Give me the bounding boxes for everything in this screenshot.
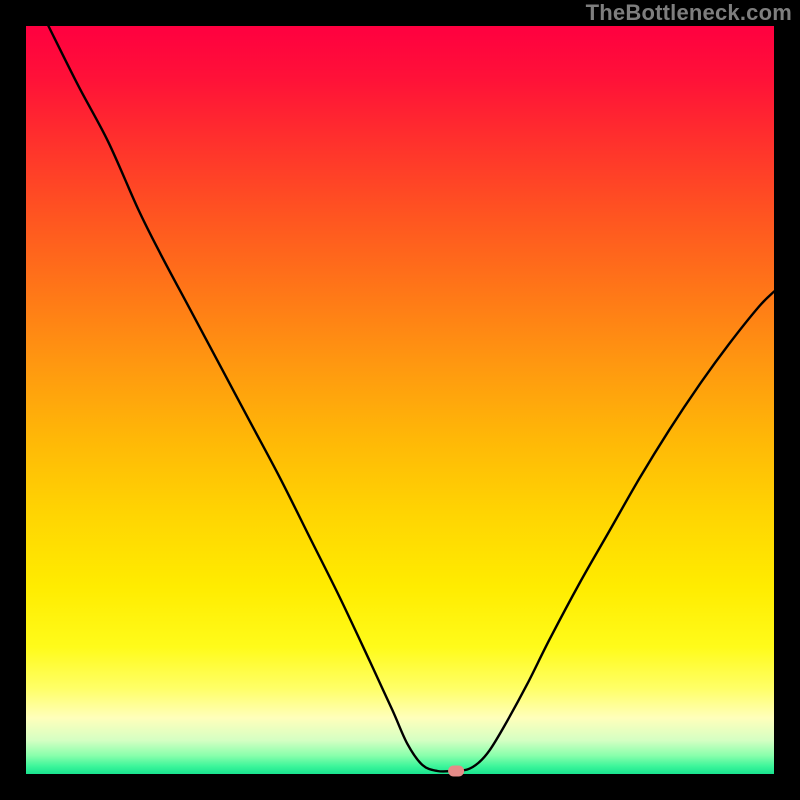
bottleneck-chart <box>0 0 800 800</box>
chart-background <box>26 26 774 774</box>
optimal-point-marker <box>448 766 464 777</box>
